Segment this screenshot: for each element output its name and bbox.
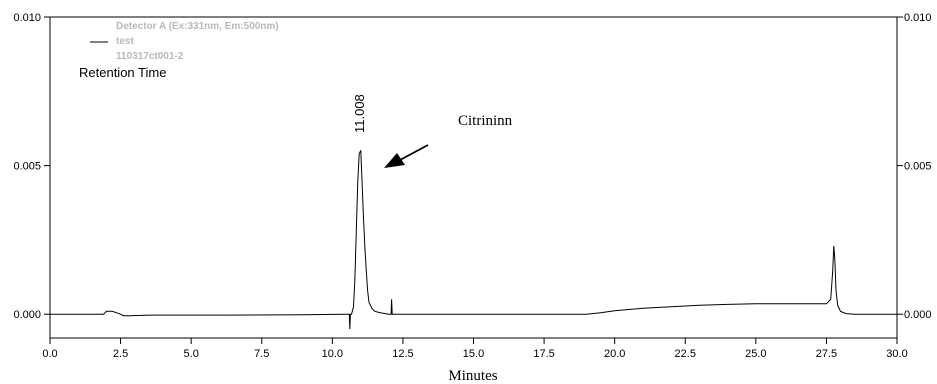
peak-retention-label: 11.008 [352, 94, 367, 133]
y-axis-left-ticks: 0.000 0.005 0.010 [13, 12, 50, 321]
y-left-tick-label: 0.000 [13, 309, 41, 321]
series-line [50, 150, 897, 330]
x-axis-ticks: 0.0 2.5 5.0 7.5 10.0 12.5 15.0 17.5 20.0 22.5 25.0… [42, 338, 908, 360]
x-tick-label: 27.5 [816, 348, 837, 360]
x-tick-label: 17.5 [533, 348, 554, 360]
y-right-tick-label: 0.000 [904, 309, 932, 321]
y-right-tick-label: 0.005 [904, 161, 932, 173]
legend-detector-text: Detector A (Ex:331nm, Em:500nm) [116, 21, 279, 32]
x-tick-label: 10.0 [322, 348, 343, 360]
y-left-tick-label: 0.010 [13, 12, 41, 24]
compound-arrow-shaft [399, 144, 429, 161]
x-tick-label: 30.0 [886, 348, 907, 360]
x-tick-label: 15.0 [463, 348, 484, 360]
x-tick-label: 22.5 [675, 348, 696, 360]
x-tick-label: 7.5 [254, 348, 269, 360]
legend-sample-text: test [116, 36, 134, 47]
plot-frame [49, 16, 898, 339]
x-tick-label: 0.0 [42, 348, 57, 360]
compound-arrow [384, 144, 429, 168]
y-right-tick-label: 0.010 [904, 12, 932, 24]
y-left-tick-label: 0.005 [13, 161, 41, 173]
x-tick-label: 25.0 [745, 348, 766, 360]
x-tick-label: 12.5 [392, 348, 413, 360]
legend: Detector A (Ex:331nm, Em:500nm) test 110… [90, 21, 279, 62]
y-axis-right-ticks: 0.000 0.005 0.010 [897, 12, 932, 321]
compound-label: Citrininn [458, 113, 513, 129]
compound-arrow-head [384, 153, 405, 168]
retention-time-label: Retention Time [79, 65, 166, 80]
x-tick-label: 5.0 [184, 348, 199, 360]
x-tick-label: 20.0 [604, 348, 625, 360]
x-axis-title: Minutes [448, 368, 497, 384]
legend-file-text: 110317ct001-2 [116, 51, 184, 62]
x-tick-label: 2.5 [113, 348, 128, 360]
